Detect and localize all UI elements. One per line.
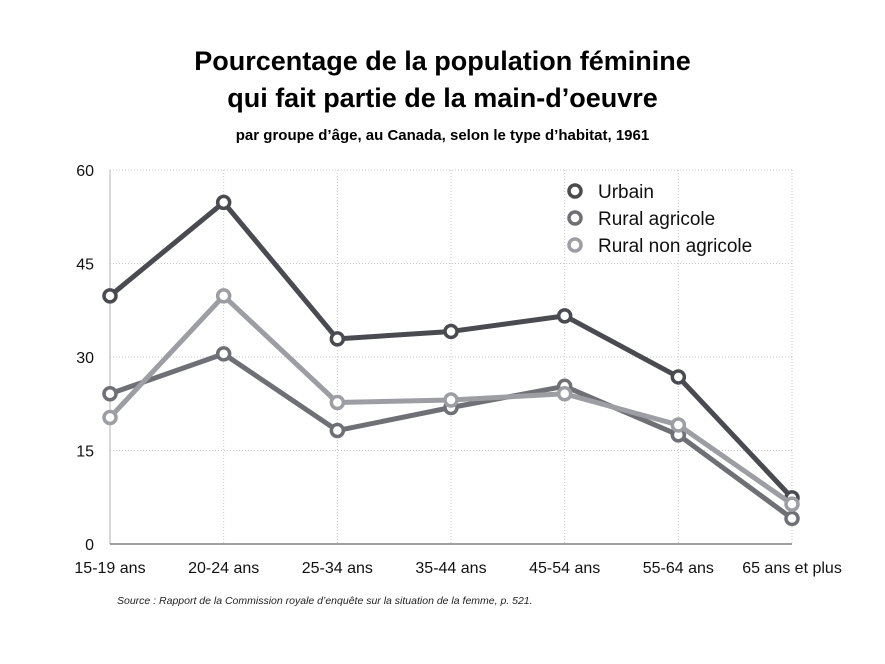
x-tick-label: 25-34 ans [302, 560, 373, 577]
legend-label: Urbain [598, 182, 654, 203]
data-point [329, 331, 346, 347]
series-0 [102, 194, 800, 506]
x-tick-label: 20-24 ans [188, 560, 259, 577]
chart-subtitle: par groupe d’âge, au Canada, selon le ty… [235, 127, 650, 144]
data-point [784, 496, 800, 512]
legend-label: Rural non agricole [598, 236, 752, 257]
y-tick-label: 15 [76, 444, 94, 461]
x-tick-label: 45-54 ans [529, 560, 600, 577]
x-tick-label: 15-19 ans [74, 560, 145, 577]
series-lines [102, 194, 800, 527]
data-point [556, 308, 573, 324]
legend-marker [567, 183, 583, 199]
x-tick-label: 65 ans et plus [742, 560, 842, 577]
legend: Urbain Rural agricole Rural non agricole [567, 182, 752, 257]
data-point [102, 288, 118, 304]
legend-label: Rural agricole [598, 209, 715, 230]
data-point [670, 369, 687, 385]
data-point [215, 194, 232, 211]
axes: 0 15 30 45 60 15-19 ans 20-24 ans 25-34 ans 35-4… [74, 163, 841, 577]
data-point [102, 409, 118, 426]
data-point [784, 510, 800, 527]
y-tick-label: 45 [76, 257, 94, 274]
source-note: Source : Rapport de la Commission royale… [117, 595, 533, 607]
data-point [556, 386, 573, 402]
series-2 [102, 288, 800, 512]
data-point [670, 417, 687, 433]
data-point [443, 323, 459, 340]
y-tick-label: 0 [85, 537, 94, 554]
data-point [329, 422, 346, 439]
legend-marker [567, 210, 583, 226]
data-point [102, 386, 118, 402]
data-point [215, 288, 232, 304]
y-tick-label: 30 [76, 350, 94, 367]
x-tick-label: 55-64 ans [643, 560, 714, 577]
series-line [107, 351, 795, 521]
data-point [215, 346, 232, 362]
x-tick-label: 35-44 ans [415, 560, 486, 577]
data-point [329, 394, 346, 411]
chart-title-line-2: qui fait partie de la main-d’oeuvre [227, 83, 658, 113]
data-point [443, 392, 459, 408]
legend-marker [567, 237, 583, 253]
chart-title-line-1: Pourcentage de la population féminine [194, 46, 691, 76]
y-tick-label: 60 [76, 163, 94, 180]
